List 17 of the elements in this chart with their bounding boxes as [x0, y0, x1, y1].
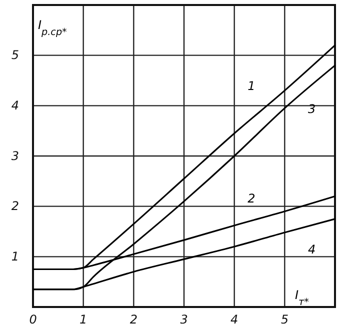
y-tick-label: 2 — [11, 199, 19, 214]
x-tick-label: 0 — [29, 312, 38, 327]
y-tick-label: 1 — [11, 250, 19, 264]
y-axis-title: I$_{р.ср*}$ — [38, 18, 68, 38]
series-label: 4 — [308, 242, 316, 257]
y-tick-label: 5 — [11, 48, 19, 62]
y-tick-label: 4 — [11, 98, 19, 113]
series-label: 2 — [248, 191, 256, 206]
x-tick-label: 4 — [230, 312, 238, 327]
x-tick-label: 2 — [130, 312, 138, 327]
x-tick-label: 1 — [80, 312, 88, 327]
x-tick-label: 3 — [180, 312, 188, 327]
y-tick-label: 3 — [11, 148, 19, 163]
x-axis-title: I$_{т*}$ — [295, 288, 310, 308]
x-tick-label: 5 — [280, 312, 288, 327]
series-label: 3 — [308, 102, 316, 116]
series-label: 1 — [248, 78, 256, 93]
